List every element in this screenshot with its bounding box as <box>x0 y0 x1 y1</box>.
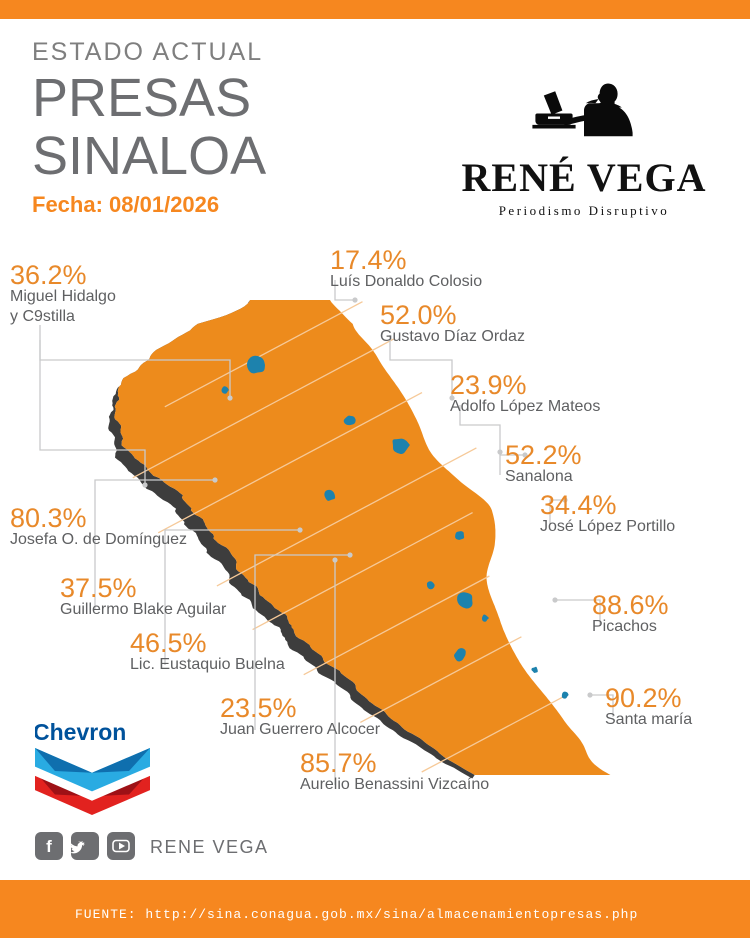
svg-text:RENE VEGA: RENE VEGA <box>150 837 269 857</box>
svg-text:f: f <box>46 837 52 856</box>
svg-text:Chevron: Chevron <box>35 720 126 745</box>
